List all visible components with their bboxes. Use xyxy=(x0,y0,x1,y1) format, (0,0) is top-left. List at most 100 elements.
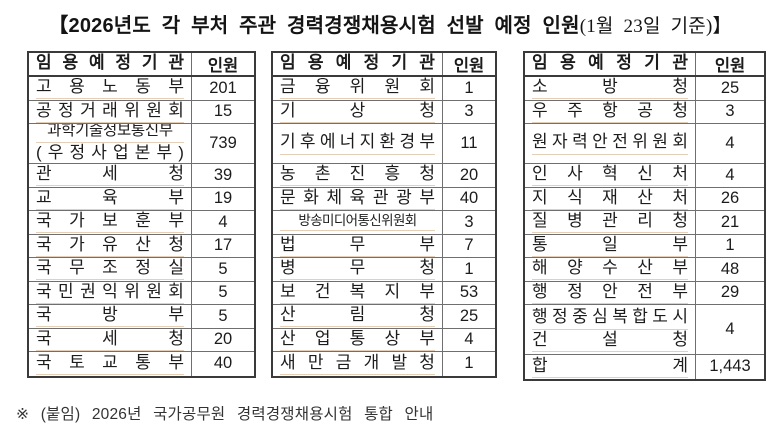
count-cell: 4 xyxy=(725,134,735,152)
table-row: 공 정 거 래 위 원 회 15 xyxy=(29,100,254,124)
count-cell: 739 xyxy=(209,134,237,152)
agency-cell: 방송미디어통신위원회 xyxy=(273,211,443,234)
count-cell: 4 xyxy=(464,330,474,349)
table-row: 산 림 청 25 xyxy=(273,305,495,329)
table-row: 문 화 체 육 관 광 부 40 xyxy=(273,187,495,211)
table-row: 고 용 노 동 부 201 xyxy=(29,77,254,101)
table-header-row: 임 용 예 정 기 관 인원 xyxy=(525,53,764,77)
header-count-cell: 인원 xyxy=(453,57,485,75)
count-cell: 40 xyxy=(459,189,479,208)
count-cell: 4 xyxy=(218,212,228,231)
table-row: 행 정 안 전 부 29 xyxy=(525,281,764,305)
count-cell: 20 xyxy=(213,330,233,349)
agency-cell: 과학기술정보통신부(우 정 사 업 본 부) xyxy=(29,124,192,163)
count-cell: 1 xyxy=(464,78,474,97)
agency-name: 과학기술정보통신부 xyxy=(36,124,184,143)
count-cell: 4 xyxy=(725,320,735,338)
count-cell: 26 xyxy=(720,189,740,208)
count-cell: 1 xyxy=(725,236,735,255)
table-row: 농 촌 진 흥 청 20 xyxy=(273,164,495,188)
count-cell: 25 xyxy=(720,78,740,97)
count-cell: 3 xyxy=(464,102,474,121)
table-row: 기 후 에 너 지 환 경 부 11 xyxy=(273,124,495,164)
table-row: 국 토 교 통 부 40 xyxy=(29,352,254,376)
ministry-table-1: 임 용 예 정 기 관 인원 고 용 노 동 부 201 공 정 거 래 위 원 회 15 과학기술정보통신부(우 정 사 업 본… xyxy=(27,51,256,378)
count-cell: 5 xyxy=(218,259,228,278)
page-title-date-note: (1월 23일 기준)】 xyxy=(579,16,732,37)
table-header-row: 임 용 예 정 기 관 인원 xyxy=(273,53,495,77)
table-row: 지 식 재 산 처 26 xyxy=(525,187,764,211)
table-row: 질 병 관 리 청 21 xyxy=(525,211,764,235)
count-cell: 21 xyxy=(720,212,740,231)
count-cell: 53 xyxy=(459,283,479,302)
count-cell: 48 xyxy=(720,259,740,278)
table-row: 방송미디어통신위원회 3 xyxy=(273,211,495,235)
count-cell: 11 xyxy=(460,134,478,152)
count-cell: 1 xyxy=(464,354,474,373)
count-cell: 39 xyxy=(213,165,233,184)
header-count-cell: 인원 xyxy=(714,57,746,75)
footnote: ※ (붙임) 2026년 국가공무원 경력경쟁채용시험 통합 안내 xyxy=(16,405,434,423)
agency-name: (우 정 사 업 본 부) xyxy=(36,143,184,163)
count-cell: 15 xyxy=(213,102,233,121)
count-cell: 5 xyxy=(218,283,228,302)
count-cell: 20 xyxy=(459,165,479,184)
